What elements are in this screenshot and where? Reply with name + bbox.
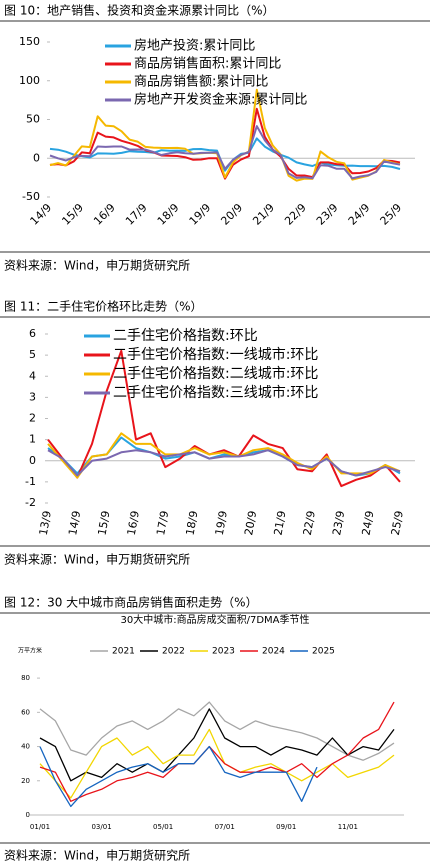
y-tick-label: -50 — [22, 190, 40, 203]
figure-source: 资料来源：Wind，申万期货研究所 — [4, 552, 190, 567]
y-tick-label: 80 — [21, 674, 30, 682]
figure-caption: 图 10：地产销售、投资和资金来源累计同比（%） — [4, 3, 275, 18]
legend-label: 二手住宅价格指数:一线城市:环比 — [113, 346, 318, 363]
series-line — [39, 708, 395, 782]
x-tick-label: 14/9 — [66, 510, 83, 537]
x-tick-label: 25/9 — [378, 201, 405, 228]
x-tick-label: 17/9 — [154, 510, 171, 537]
x-tick-label: 23/9 — [330, 510, 347, 537]
legend-label: 二手住宅价格指数:环比 — [113, 328, 258, 344]
series-line — [49, 125, 401, 180]
y-tick-label: 40 — [21, 743, 30, 751]
legend-label: 二手住宅价格指数:二线城市:环比 — [113, 365, 318, 382]
legend-label: 2023 — [212, 647, 235, 657]
series-line — [39, 745, 318, 808]
y-tick-label: 2 — [29, 412, 36, 425]
x-tick-label: 05/01 — [153, 823, 173, 831]
x-tick-label: 03/01 — [91, 823, 111, 831]
x-tick-label: 16/9 — [125, 510, 142, 537]
legend-label: 2024 — [262, 647, 285, 657]
x-tick-label: 21/9 — [250, 201, 277, 228]
x-tick-label: 20/9 — [242, 510, 259, 537]
x-tick-label: 21/9 — [271, 510, 288, 537]
x-tick-label: 22/9 — [282, 201, 309, 228]
figure-caption: 图 11：二手住宅价格环比走势（%） — [4, 299, 203, 314]
x-tick-label: 01/01 — [30, 823, 50, 831]
legend-label: 2021 — [112, 647, 135, 657]
y-tick-label: 0 — [33, 151, 40, 164]
series-line — [39, 728, 395, 799]
y-tick-label: 0 — [29, 454, 36, 467]
series-line — [39, 701, 395, 761]
x-tick-label: 20/9 — [218, 201, 245, 228]
y-tick-label: 6 — [29, 327, 36, 340]
y-tick-label: 5 — [29, 348, 36, 361]
x-tick-label: 19/9 — [187, 201, 214, 228]
legend-label: 二手住宅价格指数:三线城市:环比 — [113, 384, 318, 401]
x-tick-label: 18/9 — [183, 510, 200, 537]
y-tick-label: 3 — [29, 390, 36, 403]
x-tick-label: 09/01 — [276, 823, 296, 831]
y-tick-label: 20 — [21, 777, 30, 785]
x-tick-label: 24/9 — [359, 510, 376, 537]
x-tick-label: 16/9 — [91, 201, 118, 228]
y-tick-label: 60 — [21, 708, 30, 716]
x-tick-label: 24/9 — [346, 201, 373, 228]
y-unit: 万平方米 — [18, 647, 42, 655]
y-tick-label: 50 — [26, 113, 40, 126]
y-tick-label: -1 — [25, 475, 36, 488]
x-tick-label: 22/9 — [301, 510, 318, 537]
chart-title: 30大中城市:商品房成交面积/7DMA季节性 — [121, 613, 310, 626]
x-tick-label: 14/9 — [28, 201, 55, 228]
y-tick-label: 100 — [19, 74, 40, 87]
figure-source: 资料来源：Wind，申万期货研究所 — [4, 848, 190, 863]
series-line — [47, 449, 401, 477]
series-line — [47, 349, 401, 488]
x-tick-label: 23/9 — [314, 201, 341, 228]
figure-caption: 图 12：30 大中城市商品房销售面积走势（%） — [4, 595, 258, 610]
x-tick-label: 15/9 — [95, 510, 112, 537]
series-line — [49, 107, 401, 180]
legend-label: 商品房销售面积:累计同比 — [134, 56, 281, 72]
x-tick-label: 17/9 — [123, 201, 150, 228]
y-tick-label: 0 — [26, 811, 30, 819]
y-tick-label: 4 — [29, 369, 36, 382]
y-tick-label: -2 — [25, 496, 36, 509]
x-tick-label: 15/9 — [59, 201, 86, 228]
x-tick-label: 25/9 — [389, 510, 406, 537]
legend-label: 房地产开发资金来源:累计同比 — [134, 92, 307, 108]
y-tick-label: 1 — [29, 433, 36, 446]
series-line — [49, 88, 401, 182]
series-line — [47, 432, 401, 479]
legend-label: 房地产投资:累计同比 — [134, 38, 255, 54]
x-tick-label: 07/01 — [215, 823, 235, 831]
legend-label: 2022 — [162, 647, 185, 657]
y-tick-label: 150 — [19, 35, 40, 48]
series-line — [49, 137, 401, 172]
figure-source: 资料来源：Wind，申万期货研究所 — [4, 258, 190, 273]
x-tick-label: 13/9 — [37, 510, 54, 537]
x-tick-label: 19/9 — [213, 510, 230, 537]
x-tick-label: 18/9 — [155, 201, 182, 228]
series-line — [39, 701, 395, 802]
legend-label: 2025 — [312, 647, 335, 657]
x-tick-label: 11/01 — [338, 823, 358, 831]
legend-label: 商品房销售额:累计同比 — [134, 74, 268, 90]
